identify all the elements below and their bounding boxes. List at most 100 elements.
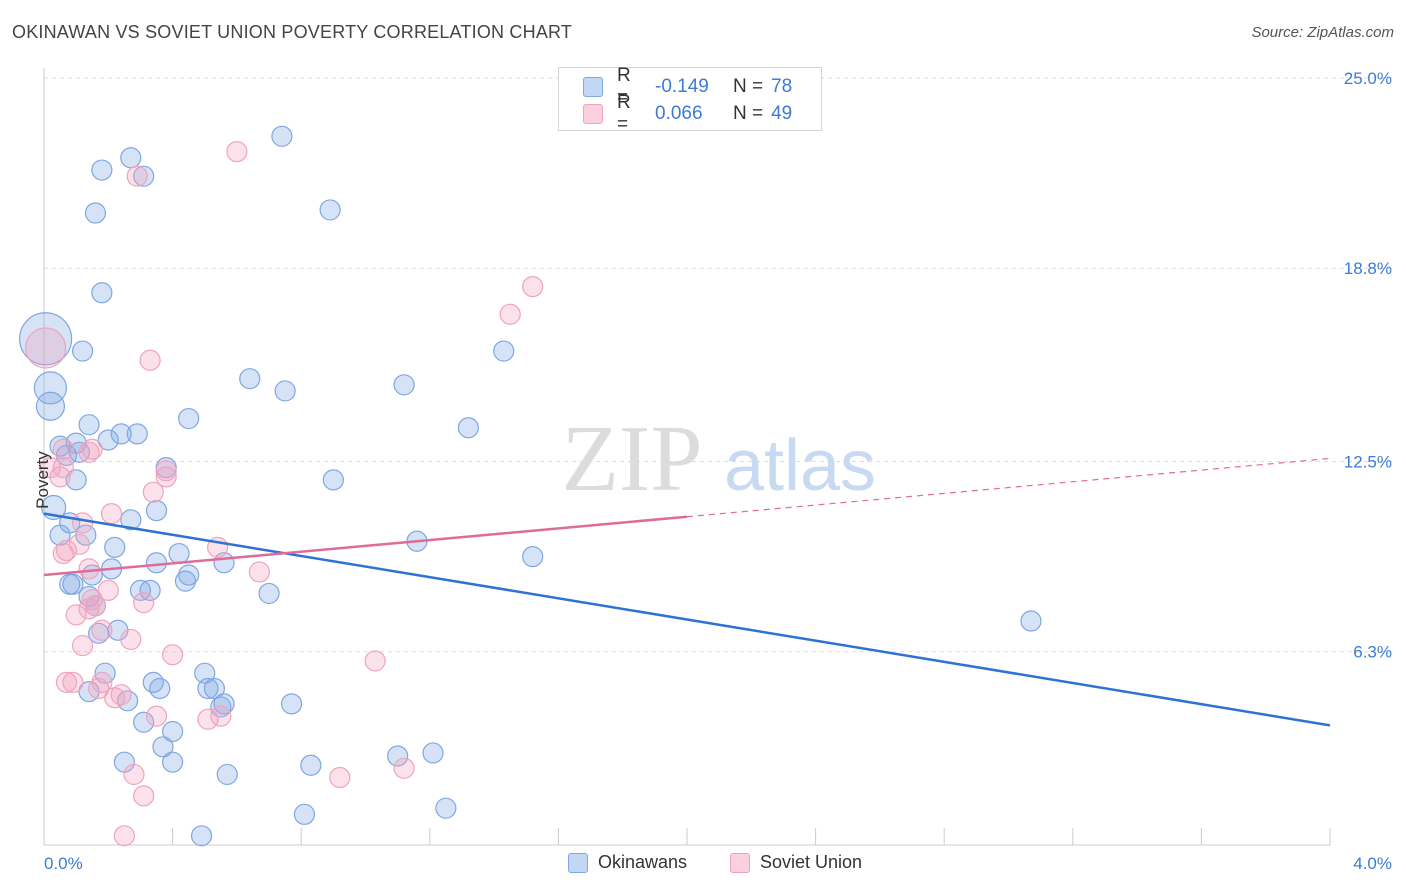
okinawans-point — [104, 536, 126, 559]
r-value: 0.066 — [655, 103, 703, 124]
soviet-union-point — [364, 650, 386, 672]
watermark: ZIP atlas — [562, 407, 877, 511]
n-label: N = — [733, 76, 764, 97]
watermark-atlas: atlas — [724, 426, 876, 506]
soviet-union-point — [91, 671, 113, 693]
soviet-union-point — [71, 634, 94, 657]
soviet-union-point — [84, 595, 107, 617]
soviet-union-point — [25, 327, 67, 369]
okinawans-point — [120, 509, 142, 531]
legend-label: Soviet Union — [760, 852, 863, 872]
okinawans-point — [271, 125, 293, 147]
soviet-union-point — [78, 558, 100, 580]
n-label: N = — [733, 103, 764, 124]
soviet-union-point — [226, 141, 248, 163]
legend-item-soviet-union[interactable]: Soviet Union — [730, 852, 862, 873]
soviet-union-point — [52, 542, 74, 565]
n-value: 78 — [771, 76, 793, 97]
soviet-union-point — [81, 438, 103, 460]
okinawans-point — [145, 552, 168, 574]
okinawans-point — [110, 423, 132, 445]
soviet-union-point — [139, 349, 161, 371]
soviet-union-point — [162, 644, 184, 666]
okinawans-point — [133, 711, 155, 733]
soviet-union-point — [126, 165, 148, 187]
soviet-union-point — [88, 677, 110, 700]
soviet-union-point — [55, 671, 78, 693]
okinawans-point — [149, 677, 171, 700]
soviet-union-point — [52, 457, 74, 479]
soviet-union-point — [142, 481, 164, 503]
okinawans-point — [280, 693, 303, 715]
okinawans-point — [19, 312, 73, 366]
y-tick-label: 12.5% — [1344, 453, 1392, 472]
okinawans-trend-line — [43, 512, 1331, 727]
soviet-union-point — [133, 592, 155, 614]
legend-row-okinawans: R = -0.149 N = 78 — [583, 65, 793, 108]
tick-labels: 6.3% 12.5% 18.8% 25.0% 0.0% 4.0% — [44, 69, 1392, 873]
y-tick-label: 18.8% — [1344, 259, 1392, 278]
soviet-union-point — [52, 438, 74, 460]
trend-lines — [43, 457, 1331, 727]
soviet-union-point — [499, 303, 521, 325]
okinawans-point — [178, 407, 200, 430]
okinawans-swatch — [583, 77, 603, 97]
okinawans-point — [65, 469, 87, 491]
okinawans-swatch — [568, 852, 588, 873]
okinawans-point — [213, 693, 235, 715]
okinawans-point — [239, 368, 261, 390]
okinawans-point — [422, 742, 444, 764]
legend-item-okinawans[interactable]: Okinawans — [568, 852, 687, 873]
okinawans-point — [162, 751, 184, 773]
x-tick-label: 4.0% — [1353, 854, 1392, 873]
grid-lines — [44, 77, 1392, 653]
okinawans-point — [142, 671, 164, 693]
okinawans-point — [62, 573, 84, 595]
okinawans-point — [84, 202, 107, 224]
okinawans-point — [319, 199, 341, 221]
stats-legend: R = -0.149 N = 78 R = 0.066 N = 49 — [558, 65, 822, 135]
soviet-union-point — [197, 708, 219, 730]
soviet-union-point — [155, 460, 177, 482]
okinawans-point — [162, 720, 184, 743]
okinawans-point — [197, 677, 219, 700]
okinawans-point — [91, 159, 113, 181]
soviet-union-point — [62, 671, 84, 693]
okinawans-point — [71, 340, 94, 362]
okinawans-point — [168, 542, 190, 565]
chart-title: OKINAWAN VS SOVIET UNION POVERTY CORRELA… — [12, 22, 573, 42]
okinawans-point — [293, 803, 316, 825]
okinawans-point — [1020, 610, 1042, 632]
y-axis-label: Poverty — [32, 451, 52, 509]
soviet-union-point — [68, 533, 90, 555]
okinawans-point — [133, 165, 155, 187]
soviet-union-point — [113, 825, 135, 847]
soviet-union-swatch — [583, 104, 603, 124]
soviet-union-point — [91, 619, 113, 641]
okinawans-point — [258, 582, 280, 605]
soviet-union-point — [100, 503, 123, 525]
axes — [43, 68, 1331, 846]
okinawans-point — [216, 763, 238, 786]
series-legend: Okinawans Soviet Union — [0, 852, 1406, 878]
x-tick-label: 0.0% — [44, 854, 83, 873]
okinawans-point — [178, 564, 200, 586]
soviet-union-point — [78, 441, 100, 463]
okinawans-point — [522, 546, 544, 568]
soviet-union-point — [120, 628, 142, 651]
soviet-union-point — [55, 539, 78, 562]
soviet-union-point — [145, 705, 168, 727]
soviet-union-point — [248, 561, 271, 583]
okinawans-point — [139, 579, 161, 601]
okinawans-point — [145, 499, 168, 522]
okinawans-point — [78, 414, 100, 436]
data-points — [19, 125, 1042, 847]
soviet-union-point — [65, 604, 87, 626]
soviet-union-point — [110, 684, 132, 706]
okinawans-point — [120, 147, 142, 169]
soviet-union-point — [210, 705, 232, 727]
okinawans-point — [33, 371, 68, 405]
okinawans-point — [152, 736, 174, 758]
soviet-union-point — [393, 757, 415, 779]
